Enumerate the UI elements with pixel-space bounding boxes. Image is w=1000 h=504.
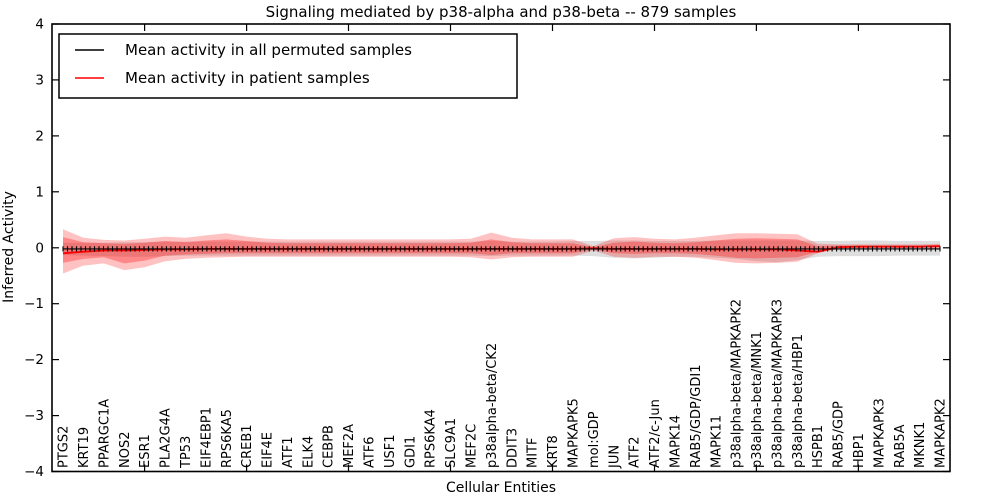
x-tick-label: KRT19: [77, 427, 92, 468]
x-tick-label: KRT8: [546, 435, 561, 468]
y-tick-label: 2: [35, 128, 44, 144]
x-tick-label: NOS2: [118, 432, 133, 468]
y-tick-label: 3: [35, 72, 44, 88]
axes-frame-and-ticks: [51, 23, 951, 473]
legend-label-patient: Mean activity in patient samples: [125, 69, 370, 87]
x-tick-label: RAB5/GDP/GDI1: [689, 365, 704, 468]
band-patient-samples-inner-band: [63, 237, 940, 264]
x-tick-label: MITF: [526, 438, 541, 468]
x-tick-label: SLC9A1: [444, 418, 459, 468]
x-tick-label: MAPKAPK2: [934, 398, 949, 468]
legend: Mean activity in all permuted samples Me…: [58, 33, 518, 99]
band-permuted-samples-range: [63, 240, 940, 263]
x-tick-label: RPS6KA4: [424, 409, 439, 468]
x-tick-label: EIF4EBP1: [199, 407, 214, 468]
x-tick-label: MAPKAPK5: [567, 398, 582, 468]
x-tick-label: ATF2: [628, 436, 643, 468]
x-tick-label: DDIT3: [505, 428, 520, 468]
x-tick-label: USF1: [383, 434, 398, 468]
x-tick-label: ATF6: [363, 436, 378, 468]
x-tick-label: CREB1: [240, 424, 255, 468]
x-tick-label: MEF2C: [465, 424, 480, 468]
x-tick-label: RPS6KA5: [220, 409, 235, 468]
x-tick-label: MAPK14: [669, 415, 684, 468]
x-tick-label: mol:GDP: [587, 411, 602, 468]
y-tick-label: −3: [24, 408, 44, 424]
x-tick-label: TP53: [179, 436, 194, 469]
y-axis-label: Inferred Activity: [1, 191, 17, 303]
x-tick-label: p38alpha-beta/HBP1: [791, 334, 806, 468]
legend-label-permuted: Mean activity in all permuted samples: [125, 41, 412, 59]
y-tick-label: −1: [24, 296, 44, 312]
x-tick-label: ATF1: [281, 436, 296, 468]
x-axis-label: Cellular Entities: [446, 480, 556, 496]
y-tick-label: −2: [24, 352, 44, 368]
x-tick-label: p38alpha-beta/MAPKAPK2: [730, 299, 745, 468]
x-tick-label: ESR1: [138, 434, 153, 468]
band-patient-samples-outer-band: [63, 229, 940, 274]
y-tick-labels: −4 −3 −2 −1 0 1 2 3 4: [24, 17, 44, 481]
x-tick-label: p38alpha-beta/MNK1: [750, 331, 765, 468]
x-tick-label: HBP1: [852, 433, 867, 468]
x-tick-label: PTGS2: [57, 426, 72, 468]
x-tick-label: p38alpha-beta/MAPKAPK3: [770, 299, 785, 468]
mean-activity-lines: [62, 245, 941, 255]
x-tick-label: EIF4E: [261, 432, 276, 468]
x-tick-label: RAB5A: [893, 424, 908, 468]
x-tick-label: MAPKAPK3: [872, 398, 887, 468]
permuted-line-markers: [62, 246, 941, 252]
confidence-bands: [63, 229, 940, 274]
x-tick-label: MAPK11: [709, 415, 724, 468]
x-tick-label: MKNK1: [913, 422, 928, 468]
y-tick-label: 1: [35, 184, 44, 200]
x-tick-label: HSPB1: [811, 425, 826, 468]
x-tick-label: MEF2A: [342, 424, 357, 468]
x-tick-label: ATF2/c-Jun: [648, 399, 663, 468]
chart-title: Signaling mediated by p38-alpha and p38-…: [266, 3, 737, 21]
x-tick-label: PLA2G4A: [159, 408, 174, 468]
x-tick-label: PPARGC1A: [97, 399, 112, 468]
x-tick-label: JUN: [607, 445, 622, 469]
x-tick-label: p38alpha-beta/CK2: [485, 343, 500, 468]
x-tick-label: GDI1: [403, 436, 418, 468]
y-tick-label: 4: [35, 17, 44, 33]
y-tick-label: −4: [24, 464, 44, 480]
x-tick-labels: PTGS2 KRT19 PPARGC1A NOS2 ESR1 PLA2G4A TP53 EIF…: [57, 299, 949, 469]
x-tick-label: ELK4: [301, 436, 316, 468]
legend-box: [58, 33, 518, 99]
x-tick-label: RAB5/GDP: [832, 401, 847, 468]
x-tick-label: CEBPB: [322, 425, 337, 468]
y-tick-label: 0: [35, 240, 44, 256]
